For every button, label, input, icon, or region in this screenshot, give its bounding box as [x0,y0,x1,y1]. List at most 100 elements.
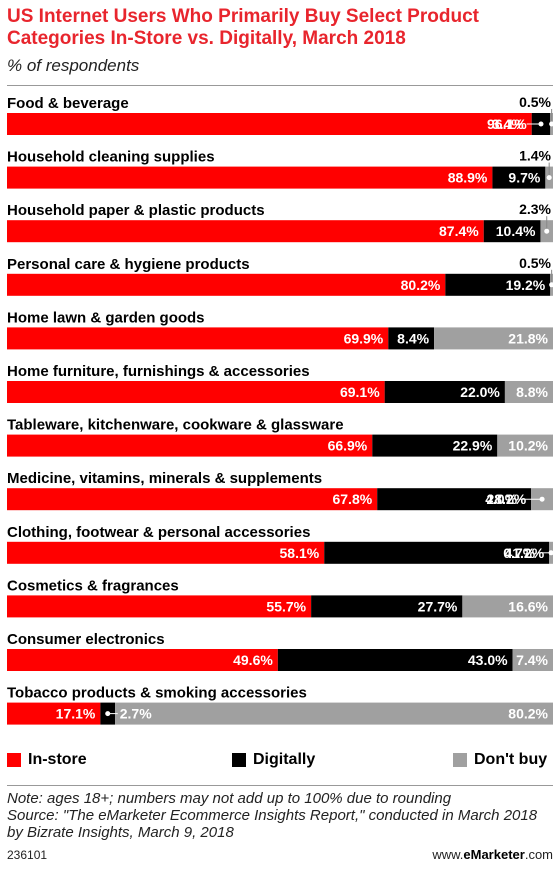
category-label-household-cleaning-supplies: Household cleaning supplies [7,149,215,166]
data-label-home-furniture-furnishings-and-accessories-digitally: 22.0% [460,384,500,400]
bar-home-furniture-furnishings-and-accessories-don-t-buy [504,381,553,403]
category-label-personal-care-and-hygiene-products: Personal care & hygiene products [7,256,250,273]
data-label-tobacco-products-and-smoking-accessories-dont-buy: 80.2% [508,706,548,722]
data-label-home-furniture-furnishings-and-accessories-dont-buy: 8.8% [516,384,548,400]
bar-clothing-footwear-and-personal-accessories-in-store [7,541,325,564]
data-label-home-furniture-furnishings-and-accessories-in-store: 69.1% [340,384,380,400]
data-label-cosmetics-and-fragrances-dont-buy: 16.6% [508,598,548,614]
data-label-tobacco-products-and-smoking-accessories-digitally: 2.7% [120,706,152,722]
bar-personal-care-and-hygiene-products-in-store [7,273,446,296]
data-label-household-paper-and-plastic-products-digitally: 10.4% [496,223,536,239]
data-label-personal-care-and-hygiene-products-dont-buy: 0.5% [519,255,551,271]
bar-medicine-vitamins-minerals-and-supplements-digitally [377,488,532,511]
data-label-consumer-electronics-in-store: 49.6% [233,652,273,668]
site-prefix: www. [432,847,464,862]
bar-household-paper-and-plastic-products-digitally [483,220,541,243]
stacked-bar-chart: Food & beverage 96.1%3.4% 0.5% Household cl… [7,94,555,725]
bar-consumer-electronics-in-store [7,649,278,671]
chart-notes: Note: ages 18+; numbers may not add up t… [7,790,555,841]
category-label-medicine-vitamins-minerals-and-supplements: Medicine, vitamins, minerals & supplemen… [7,470,322,487]
legend-swatch-digitally [232,753,246,767]
legend-item-dont-buy: Don't buy [453,751,547,769]
callout-dot-clothing-footwear-and-personal-accessories-dont-buy [548,550,554,556]
data-label-cosmetics-and-fragrances-digitally: 27.7% [418,598,458,614]
data-label-cosmetics-and-fragrances-in-store: 55.7% [266,598,306,614]
bar-home-lawn-and-garden-goods-digitally [388,327,435,350]
data-label-home-lawn-and-garden-goods-dont-buy: 21.8% [508,330,548,346]
site-suffix: .com [524,847,553,862]
data-label-tobacco-products-and-smoking-accessories-in-store: 17.1% [56,706,96,722]
legend-swatch-in-store [7,753,21,767]
bar-household-paper-and-plastic-products-in-store [7,220,484,243]
category-label-cosmetics-and-fragrances: Cosmetics & fragrances [7,577,179,594]
note-text: Note: ages 18+; numbers may not add up t… [7,790,452,807]
callout-dot-food-and-beverage-dont-buy [549,121,555,127]
emarketer-link[interactable]: www.eMarketer.com [432,847,553,862]
callout-dot-medicine-vitamins-minerals-and-supplements-dont-buy [539,496,545,502]
source-text: Source: "The eMarketer Ecommerce Insight… [7,807,538,841]
data-label-consumer-electronics-dont-buy: 7.4% [516,652,548,668]
bottom-divider [7,785,553,786]
data-label-medicine-vitamins-minerals-and-supplements-dont-buy: 4.0% [485,491,517,507]
category-label-consumer-electronics: Consumer electronics [7,631,165,648]
category-label-home-lawn-and-garden-goods: Home lawn & garden goods [7,309,205,326]
data-label-clothing-footwear-and-personal-accessories-in-store: 58.1% [280,545,320,561]
category-label-home-furniture-furnishings-and-accessories: Home furniture, furnishings & accessorie… [7,363,310,380]
chart-id: 236101 [7,848,48,862]
callout-dot-personal-care-and-hygiene-products-dont-buy [549,282,555,288]
data-label-household-cleaning-supplies-dont-buy: 1.4% [519,148,551,164]
data-label-medicine-vitamins-minerals-and-supplements-in-store: 67.8% [332,491,372,507]
legend-item-digitally: Digitally [232,751,315,769]
data-label-medicine-vitamins-minerals-and-supplements-digitally: 28.2% [486,491,526,507]
bar-consumer-electronics-don-t-buy [512,649,553,671]
data-label-clothing-footwear-and-personal-accessories-digitally: 41.2% [504,545,544,561]
legend-label-digitally: Digitally [253,751,316,768]
data-label-household-paper-and-plastic-products-dont-buy: 2.3% [519,201,551,217]
category-label-clothing-footwear-and-personal-accessories: Clothing, footwear & personal accessorie… [7,524,310,541]
data-label-home-lawn-and-garden-goods-digitally: 8.4% [397,330,429,346]
bar-clothing-footwear-and-personal-accessories-digitally [324,541,550,564]
top-divider [7,85,553,86]
bar-cosmetics-and-fragrances-don-t-buy [462,595,553,618]
chart-subtitle: % of respondents [7,56,140,75]
callout-dot-household-cleaning-supplies-dont-buy [546,175,552,181]
bar-personal-care-and-hygiene-products-digitally [445,273,551,296]
bar-tableware-kitchenware-cookware-and-glassware-don-t-buy [497,434,553,457]
data-label-food-and-beverage-dont-buy: 0.5% [519,94,551,110]
data-label-personal-care-and-hygiene-products-in-store: 80.2% [401,277,441,293]
legend-label-in-store: In-store [28,751,87,768]
data-label-clothing-footwear-and-personal-accessories-dont-buy: 0.7% [503,545,535,561]
bar-tableware-kitchenware-cookware-and-glassware-digitally [372,434,498,457]
data-label-household-cleaning-supplies-in-store: 88.9% [448,170,488,186]
bar-consumer-electronics-digitally [277,649,513,671]
bar-household-cleaning-supplies-in-store [7,166,493,189]
site-brand: eMarketer [463,847,525,862]
bar-medicine-vitamins-minerals-and-supplements-in-store [7,488,378,511]
chart-title: US Internet Users Who Primarily Buy Sele… [7,6,479,49]
bar-tableware-kitchenware-cookware-and-glassware-in-store [7,434,373,457]
bar-household-cleaning-supplies-digitally [492,166,546,189]
bar-cosmetics-and-fragrances-digitally [311,595,463,618]
legend-label-dont-buy: Don't buy [474,751,548,768]
category-label-tobacco-products-and-smoking-accessories: Tobacco products & smoking accessories [7,685,307,702]
data-label-consumer-electronics-digitally: 43.0% [468,652,508,668]
category-label-household-paper-and-plastic-products: Household paper & plastic products [7,202,265,219]
data-label-tableware-kitchenware-cookware-and-glassware-digitally: 22.9% [453,438,493,454]
bar-home-furniture-furnishings-and-accessories-in-store [7,381,385,403]
data-label-food-and-beverage-in-store: 96.1% [487,116,527,132]
bar-home-lawn-and-garden-goods-in-store [7,327,389,350]
bar-cosmetics-and-fragrances-in-store [7,595,312,618]
data-label-household-cleaning-supplies-digitally: 9.7% [508,170,540,186]
category-label-food-and-beverage: Food & beverage [7,95,129,112]
bar-home-lawn-and-garden-goods-don-t-buy [434,327,553,350]
bar-tobacco-products-and-smoking-accessories-don-t-buy [115,702,553,725]
data-label-home-lawn-and-garden-goods-in-store: 69.9% [344,330,384,346]
legend-swatch-dont-buy [453,753,467,767]
data-label-tableware-kitchenware-cookware-and-glassware-in-store: 66.9% [328,438,368,454]
callout-dot-household-paper-and-plastic-products-dont-buy [544,228,550,234]
data-label-household-paper-and-plastic-products-in-store: 87.4% [439,223,479,239]
bar-food-and-beverage-in-store [7,113,532,135]
category-label-tableware-kitchenware-cookware-and-glassware: Tableware, kitchenware, cookware & glass… [7,417,344,434]
data-label-tableware-kitchenware-cookware-and-glassware-dont-buy: 10.2% [508,438,548,454]
legend-item-in-store: In-store [7,751,87,769]
